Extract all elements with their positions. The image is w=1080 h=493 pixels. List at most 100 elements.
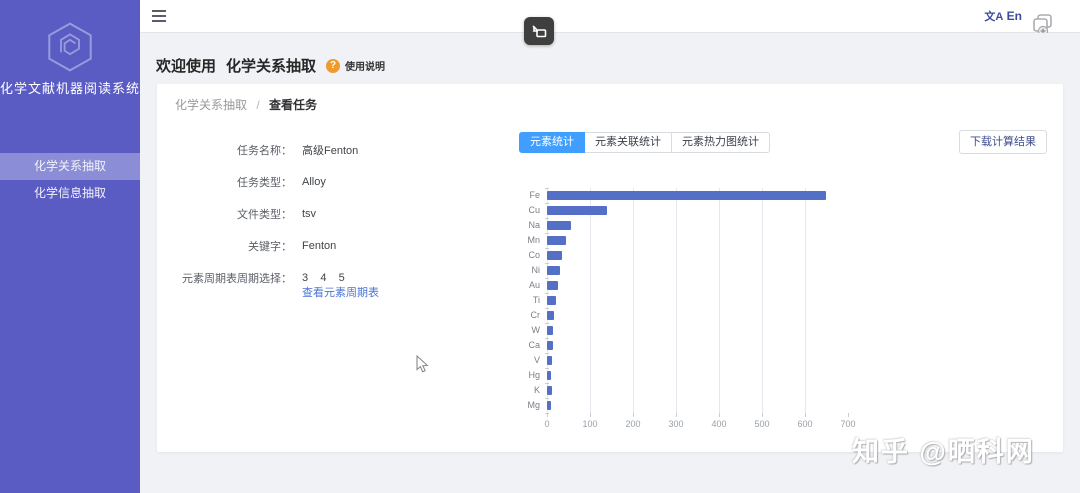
y-label-Cu: Cu xyxy=(528,205,540,215)
task-detail-form: 任务名称： 高级Fenton 任务类型： Alloy 文件类型： tsv 关键字： Fento… xyxy=(167,134,507,294)
breadcrumb-section[interactable]: 化学关系抽取 xyxy=(175,98,248,112)
y-label-Na: Na xyxy=(528,220,540,230)
welcome-heading: 欢迎使用 化学关系抽取 ? 使用说明 xyxy=(156,55,385,76)
chart-row-Cr xyxy=(547,308,848,323)
chart-row-K xyxy=(547,383,848,398)
bar-Ni xyxy=(547,266,561,275)
language-label: En xyxy=(1006,9,1022,23)
form-value: Alloy xyxy=(302,176,326,188)
translate-icon: 文A xyxy=(984,11,1004,23)
chart-y-axis-labels: Fe Cu Na Mn Co Ni Au Ti Cr W Ca V Hg K Mg xyxy=(515,188,547,413)
usage-instructions-link[interactable]: 使用说明 xyxy=(345,62,386,73)
view-periodic-table-link[interactable]: 查看元素周期表 xyxy=(302,287,379,299)
y-label-Cr: Cr xyxy=(530,310,541,320)
exit-fullscreen-icon xyxy=(532,25,547,38)
sidebar-item-2[interactable]: 化学信息抽取 xyxy=(33,186,106,200)
form-label: 任务类型： xyxy=(237,177,292,189)
y-axis-ticks xyxy=(545,188,549,414)
chart-row-Na xyxy=(547,218,848,233)
bar-V xyxy=(547,356,553,365)
chart-row-Mg xyxy=(547,398,848,413)
bar-Cr xyxy=(547,311,555,320)
x-tick-700: 700 xyxy=(840,419,856,429)
chart-row-Ti xyxy=(547,293,848,308)
chart-row-V xyxy=(547,353,848,368)
chart-row-Fe xyxy=(547,188,848,203)
language-switch-button[interactable]: 文A En xyxy=(984,8,1022,24)
bar-Mn xyxy=(547,236,567,245)
form-value: Fenton xyxy=(302,240,337,252)
form-value: tsv xyxy=(302,208,317,220)
chart-row-Ca xyxy=(547,338,848,353)
chart-row-Cu xyxy=(547,203,848,218)
bar-Ti xyxy=(547,296,557,305)
bar-Na xyxy=(547,221,572,230)
app-title: 化学文献机器阅读系统 xyxy=(0,81,141,96)
bar-Mg xyxy=(547,401,552,410)
breadcrumb-current: 查看任务 xyxy=(269,98,318,112)
tab-3[interactable]: 元素热力图统计 xyxy=(672,132,770,153)
watermark-text: 知乎 @晒科网 xyxy=(852,437,1035,467)
bar-Co xyxy=(547,251,563,260)
form-value: 3 4 5 xyxy=(302,272,345,284)
task-card: 化学关系抽取 / 查看任务 任务名称： 高级Fenton 任务类型： Alloy 文件类… xyxy=(157,84,1063,452)
bar-W xyxy=(547,326,554,335)
breadcrumb: 化学关系抽取 / 查看任务 xyxy=(175,96,317,113)
topbar: 文A En xyxy=(140,0,1080,37)
element-bar-chart: Fe Cu Na Mn Co Ni Au Ti Cr W Ca V Hg K Mg 0 100 200 300 40… xyxy=(515,188,856,431)
x-tick-300: 300 xyxy=(668,419,684,429)
chart-row-Co xyxy=(547,248,848,263)
bar-Hg xyxy=(547,371,552,380)
sidebar: 化学文献机器阅读系统 化学关系抽取化学信息抽取 xyxy=(0,0,140,493)
x-tick-0: 0 xyxy=(544,419,550,429)
app-logo-icon xyxy=(48,22,92,72)
form-label: 文件类型： xyxy=(237,209,292,221)
y-label-Au: Au xyxy=(528,280,540,290)
form-row-3: 文件类型： tsv xyxy=(167,198,507,230)
y-label-Mg: Mg xyxy=(527,400,540,410)
form-label: 任务名称： xyxy=(237,145,292,157)
y-label-Ca: Ca xyxy=(528,340,540,350)
x-tick-600: 600 xyxy=(797,419,813,429)
sidebar-item-1[interactable]: 化学关系抽取 xyxy=(0,153,140,180)
x-tick-100: 100 xyxy=(582,419,598,429)
y-label-Mn: Mn xyxy=(527,235,540,245)
y-label-Ni: Ni xyxy=(531,265,541,275)
x-tick-400: 400 xyxy=(711,419,727,429)
statistics-tabs: 元素统计 元素关联统计 元素热力图统计 xyxy=(519,132,770,153)
bar-K xyxy=(547,386,553,395)
bar-Au xyxy=(547,281,559,290)
form-label: 关键字： xyxy=(248,241,292,253)
form-value: 高级Fenton xyxy=(302,145,359,157)
menu-toggle-icon[interactable] xyxy=(152,10,166,22)
bar-Cu xyxy=(547,206,608,215)
y-label-Fe: Fe xyxy=(529,190,540,200)
bar-Ca xyxy=(547,341,554,350)
download-results-button[interactable]: 下载计算结果 xyxy=(959,130,1047,154)
chart-plot-area xyxy=(545,188,849,417)
form-row-4: 关键字： Fenton xyxy=(167,230,507,262)
y-label-Hg: Hg xyxy=(528,370,540,380)
exit-fullscreen-button[interactable] xyxy=(524,17,554,45)
welcome-module-title: 化学关系抽取 xyxy=(226,58,317,75)
y-label-Co: Co xyxy=(528,250,540,260)
form-label: 元素周期表周期选择： xyxy=(182,273,292,285)
help-icon[interactable]: ? xyxy=(326,58,341,73)
chart-row-Ni xyxy=(547,263,848,278)
bar-Fe xyxy=(547,191,827,200)
y-label-W: W xyxy=(531,325,541,335)
chart-row-W xyxy=(547,323,848,338)
tab-2[interactable]: 元素关联统计 xyxy=(585,132,672,153)
x-tick-200: 200 xyxy=(625,419,641,429)
y-label-V: V xyxy=(533,355,540,365)
chart-x-axis-labels: 0 100 200 300 400 500 600 700 xyxy=(544,419,855,431)
main-content: 欢迎使用 化学关系抽取 ? 使用说明 化学关系抽取 / 查看任务 任务名称： 高级… xyxy=(140,33,1080,493)
y-label-K: K xyxy=(533,385,540,395)
mouse-cursor xyxy=(416,355,429,373)
form-row-5: 元素周期表周期选择： 3 4 5 xyxy=(167,262,507,294)
y-label-Ti: Ti xyxy=(532,295,540,305)
chart-row-Au xyxy=(547,278,848,293)
tab-1[interactable]: 元素统计 xyxy=(519,132,585,153)
breadcrumb-separator: / xyxy=(256,98,260,112)
x-axis-ticks xyxy=(547,413,849,417)
